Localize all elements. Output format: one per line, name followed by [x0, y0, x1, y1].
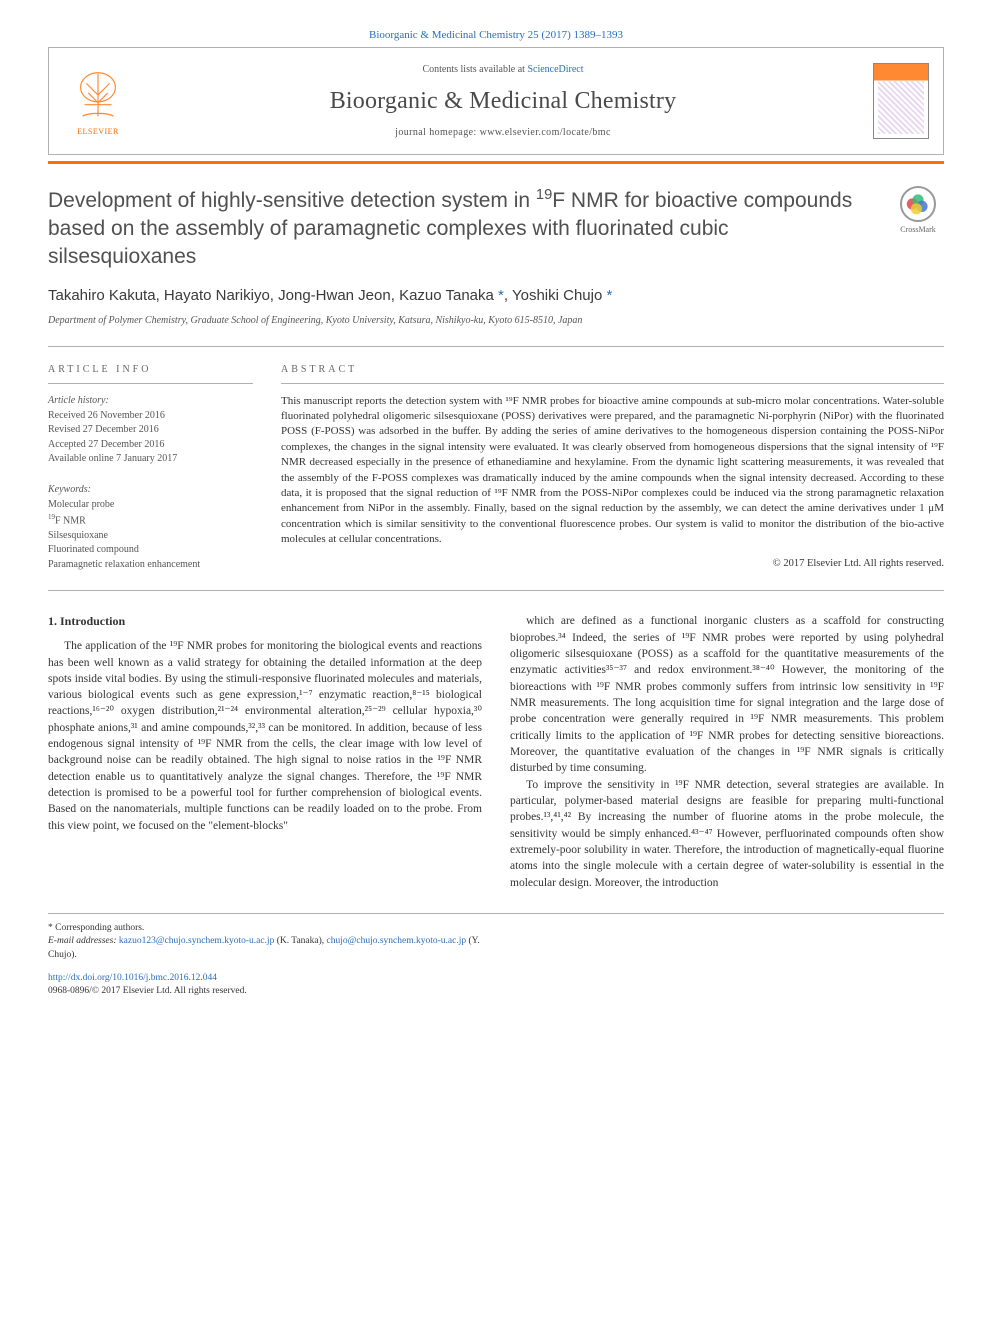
crossmark-icon	[900, 186, 936, 222]
abstract-block: abstract This manuscript reports the det…	[281, 363, 944, 573]
corresp-mark-2: *	[606, 287, 612, 304]
article-info-heading: article info	[48, 363, 253, 384]
journal-homepage: journal homepage: www.elsevier.com/locat…	[133, 126, 873, 140]
author-5: Yoshiki Chujo	[512, 287, 602, 304]
sciencedirect-link[interactable]: ScienceDirect	[527, 64, 583, 75]
keyword-2: 19F NMR	[48, 512, 253, 529]
keywords-label: Keywords:	[48, 483, 253, 497]
footer-correspondence: * Corresponding authors. E-mail addresse…	[48, 922, 482, 998]
email-label: E-mail addresses:	[48, 936, 117, 946]
received-date: Received 26 November 2016	[48, 409, 253, 424]
author-list: Takahiro Kakuta, Hayato Narikiyo, Jong-H…	[48, 285, 944, 306]
author-4: Kazuo Tanaka	[399, 287, 494, 304]
kw2-sup: 19	[48, 513, 55, 521]
keyword-5: Paramagnetic relaxation enhancement	[48, 558, 253, 573]
article-title: Development of highly-sensitive detectio…	[48, 186, 872, 270]
homepage-url: www.elsevier.com/locate/bmc	[480, 127, 611, 138]
email-1-owner: (K. Tanaka),	[277, 936, 324, 946]
doi-link[interactable]: http://dx.doi.org/10.1016/j.bmc.2016.12.…	[48, 973, 217, 983]
section-1-heading: 1. Introduction	[48, 613, 482, 630]
homepage-prefix: journal homepage:	[395, 127, 479, 138]
kw2-post: F NMR	[55, 515, 86, 526]
title-pre: Development of highly-sensitive detectio…	[48, 189, 536, 212]
author-3: Jong-Hwan Jeon	[278, 287, 391, 304]
keyword-4: Fluorinated compound	[48, 543, 253, 558]
publisher-name: ELSEVIER	[77, 126, 119, 137]
intro-para-left: The application of the ¹⁹F NMR probes fo…	[48, 638, 482, 834]
citation-line: Bioorganic & Medicinal Chemistry 25 (201…	[48, 28, 944, 43]
article-info-block: article info Article history: Received 2…	[48, 363, 253, 573]
keyword-3: Silsesquioxane	[48, 529, 253, 544]
article-history-label: Article history:	[48, 394, 253, 408]
body-columns: 1. Introduction The application of the ¹…	[48, 613, 944, 891]
crossmark-badge[interactable]: CrossMark	[892, 186, 944, 235]
journal-title: Bioorganic & Medicinal Chemistry	[133, 85, 873, 119]
email-link-1[interactable]: kazuo123@chujo.synchem.kyoto-u.ac.jp	[119, 936, 274, 946]
author-2: Hayato Narikiyo	[164, 287, 270, 304]
title-sup: 19	[536, 187, 552, 203]
journal-cover-thumb	[873, 63, 929, 139]
abstract-copyright: © 2017 Elsevier Ltd. All rights reserved…	[281, 557, 944, 572]
email-link-2[interactable]: chujo@chujo.synchem.kyoto-u.ac.jp	[327, 936, 467, 946]
abstract-heading: abstract	[281, 363, 944, 384]
issn-copyright: 0968-0896/© 2017 Elsevier Ltd. All right…	[48, 986, 247, 996]
accepted-date: Accepted 27 December 2016	[48, 438, 253, 453]
elsevier-tree-icon	[69, 66, 127, 124]
online-date: Available online 7 January 2017	[48, 452, 253, 467]
author-1: Takahiro Kakuta	[48, 287, 156, 304]
contents-prefix: Contents lists available at	[422, 64, 527, 75]
journal-header: ELSEVIER Contents lists available at Sci…	[48, 47, 944, 155]
publisher-logo[interactable]: ELSEVIER	[63, 66, 133, 137]
abstract-text: This manuscript reports the detection sy…	[281, 394, 944, 548]
intro-para-right-1: which are defined as a functional inorga…	[510, 613, 944, 776]
corresp-mark-1: *	[498, 287, 504, 304]
header-rule	[48, 161, 944, 164]
revised-date: Revised 27 December 2016	[48, 423, 253, 438]
keyword-1: Molecular probe	[48, 498, 253, 513]
corresponding-label: * Corresponding authors.	[48, 922, 482, 935]
crossmark-label: CrossMark	[900, 224, 936, 235]
intro-para-right-2: To improve the sensitivity in ¹⁹F NMR de…	[510, 777, 944, 891]
contents-available: Contents lists available at ScienceDirec…	[133, 63, 873, 77]
affiliation: Department of Polymer Chemistry, Graduat…	[48, 314, 944, 347]
